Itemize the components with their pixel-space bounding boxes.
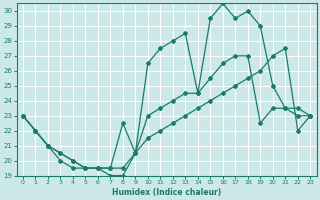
X-axis label: Humidex (Indice chaleur): Humidex (Indice chaleur) — [112, 188, 221, 197]
